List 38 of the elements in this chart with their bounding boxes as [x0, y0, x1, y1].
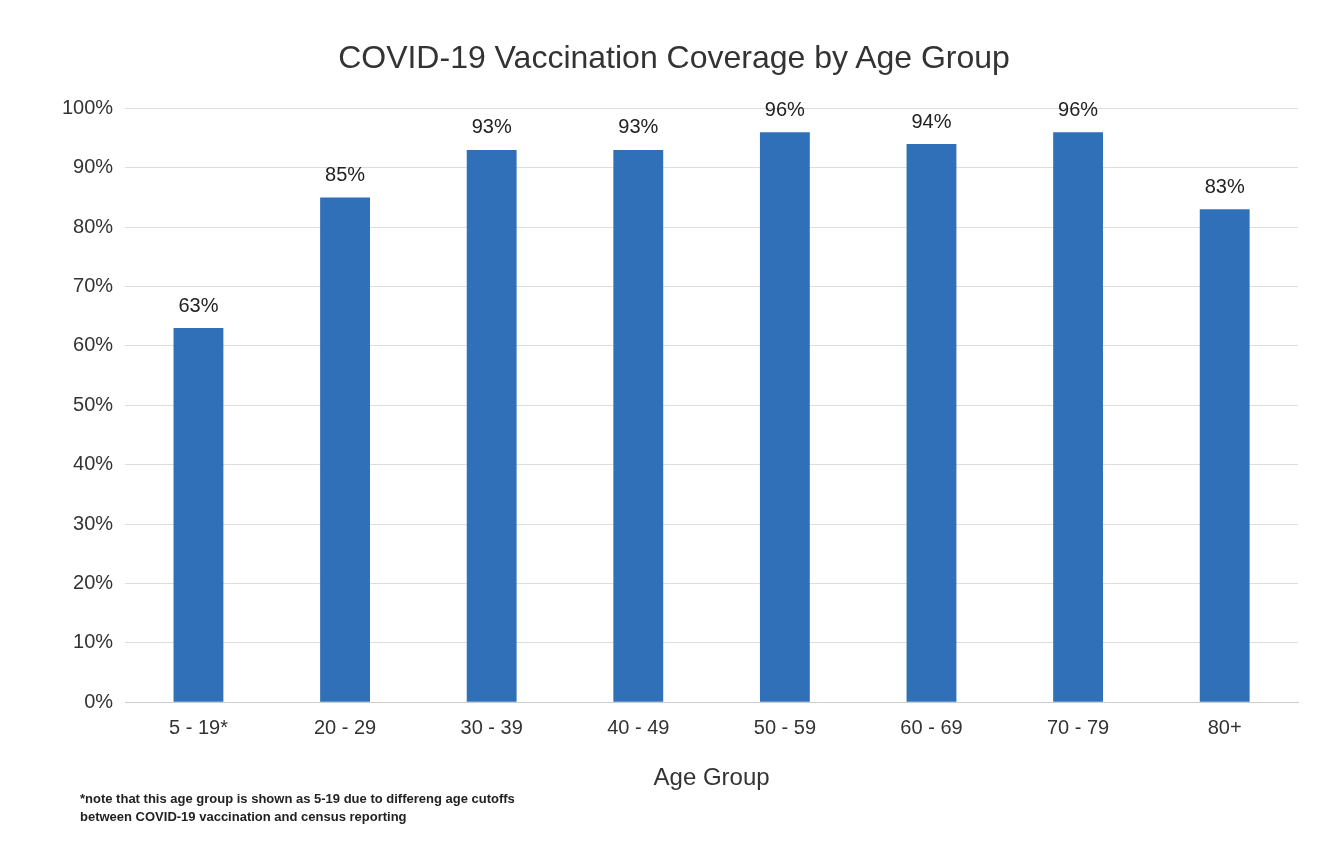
- bar: [613, 149, 664, 702]
- y-tick-label: 20%: [73, 570, 114, 593]
- bar: [320, 197, 370, 702]
- data-label: 93%: [471, 115, 512, 138]
- y-tick-label: 40%: [73, 452, 114, 475]
- text: *note that this age group is shown as 5-19 due to differeng age cutoffs between COVID-19 vaccination and census reporting: [80, 790, 516, 826]
- x-tick-label: 70 - 79: [1046, 715, 1110, 738]
- x-tick-label: 20 - 29: [313, 715, 377, 738]
- x-tick-label: 5 - 19*: [168, 715, 229, 738]
- y-tick-label: 30%: [73, 511, 114, 534]
- data-label: 96%: [1058, 97, 1099, 120]
- y-tick-label: 80%: [73, 214, 114, 237]
- y-tick-label: 90%: [73, 155, 114, 178]
- bar: [906, 144, 957, 702]
- x-axis-title: Age Group: [653, 763, 770, 791]
- data-label: 94%: [911, 109, 952, 132]
- x-tick-label: 60 - 69: [900, 715, 963, 738]
- y-tick-label: 70%: [73, 274, 114, 297]
- x-tick-label: 50 - 59: [753, 715, 817, 738]
- bar: [466, 149, 517, 702]
- x-tick-label: 80+: [1207, 715, 1242, 738]
- x-tick-label: 30 - 39: [460, 715, 523, 738]
- data-label: 63%: [178, 293, 219, 316]
- chart-title: COVID-19 Vaccination Coverage by Age Group: [338, 39, 1010, 76]
- bar: [1199, 209, 1250, 702]
- bar: [173, 328, 224, 702]
- data-label: 96%: [764, 97, 806, 120]
- data-label: 85%: [325, 162, 366, 185]
- y-tick-label: 100%: [62, 95, 114, 118]
- y-tick-label: 60%: [73, 333, 114, 356]
- y-tick-label: 10%: [73, 630, 114, 653]
- x-tick-label: 40 - 49: [607, 715, 670, 738]
- data-label: 83%: [1204, 174, 1245, 197]
- bar: [1053, 132, 1104, 702]
- data-label: 93%: [618, 115, 659, 138]
- y-tick-label: 50%: [73, 392, 114, 415]
- bar: [759, 132, 810, 702]
- y-tick-label: 0%: [84, 689, 114, 712]
